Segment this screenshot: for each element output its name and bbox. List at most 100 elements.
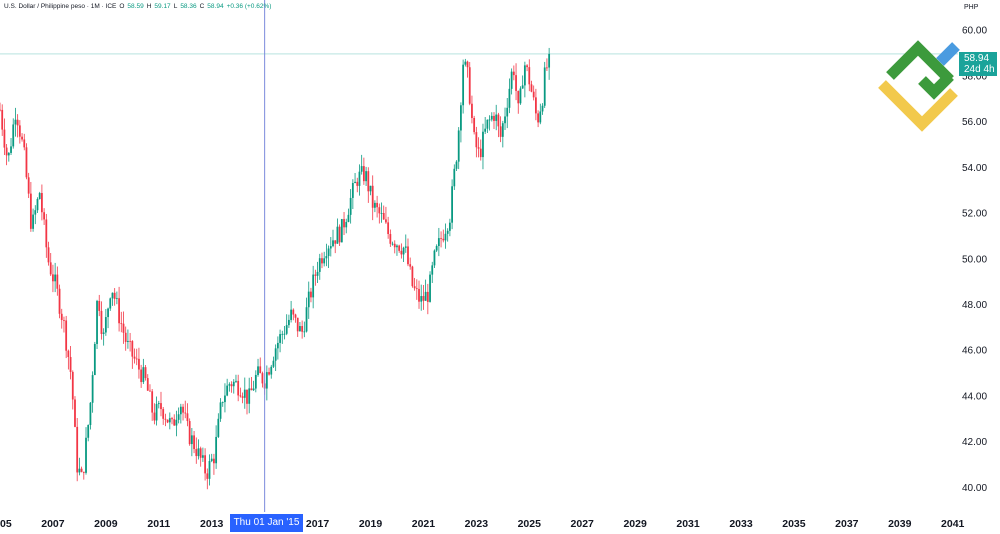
- candle-body: [228, 384, 231, 386]
- candle-body: [204, 455, 206, 474]
- candle-body: [65, 320, 68, 351]
- candle-body: [329, 246, 332, 249]
- candle-body: [398, 245, 401, 251]
- x-tick-label: 2039: [888, 518, 912, 530]
- candle-body: [479, 148, 482, 158]
- plot-area[interactable]: [0, 0, 958, 512]
- candle-body: [91, 375, 94, 403]
- candle-body: [18, 125, 21, 137]
- candle-body: [74, 399, 76, 427]
- candle-body: [190, 435, 193, 445]
- candle-body: [385, 219, 387, 223]
- candle-body: [215, 436, 218, 464]
- candle-body: [365, 171, 367, 182]
- candle-body: [534, 97, 537, 114]
- x-tick-label: 2023: [465, 518, 489, 530]
- candle-body: [435, 246, 438, 251]
- change-value: +0.36 (+0.62%): [226, 3, 272, 10]
- candle-body: [378, 207, 381, 214]
- candle-body: [446, 230, 449, 234]
- candle-body: [369, 185, 372, 192]
- x-tick-label: 2021: [412, 518, 436, 530]
- candle-body: [268, 372, 270, 375]
- candle-body: [457, 130, 460, 162]
- candle-body: [89, 402, 92, 426]
- candle-body: [318, 258, 321, 272]
- low-label: L: [173, 3, 178, 10]
- x-tick-label: 2019: [359, 518, 383, 530]
- candle-body: [349, 197, 352, 215]
- candle-body: [104, 317, 107, 333]
- candle-body: [473, 117, 476, 133]
- x-tick-label: 2011: [147, 518, 170, 530]
- candle-body: [367, 171, 370, 192]
- brand-logo: [878, 40, 960, 132]
- y-tick-label: 56.00: [962, 117, 987, 128]
- candle-body: [411, 266, 414, 287]
- candle-body: [546, 67, 548, 69]
- candle-body: [226, 385, 229, 396]
- time-axis[interactable]: 2005200720092011201320152017201920212023…: [0, 518, 965, 530]
- candle-body: [96, 300, 98, 344]
- candle-body: [160, 403, 162, 410]
- candle-body: [182, 406, 184, 413]
- candle-body: [548, 53, 551, 68]
- candle-body: [43, 212, 46, 220]
- x-tick-label: 2013: [200, 518, 224, 530]
- candle-body: [400, 250, 403, 255]
- y-tick-label: 52.00: [962, 209, 987, 220]
- candle-body: [76, 426, 79, 473]
- candle-body: [124, 332, 127, 342]
- candle-body: [440, 238, 442, 239]
- candle-body: [543, 67, 546, 106]
- price-axis[interactable]: 40.00 42.00 44.00 46.00 48.00 50.00 52.00 54.00…: [962, 26, 987, 494]
- candle-body: [36, 199, 39, 211]
- candle-body: [488, 119, 491, 121]
- candle-body: [345, 221, 348, 228]
- candle-body: [437, 238, 440, 247]
- candle-body: [140, 369, 143, 383]
- x-tick-label: 2031: [676, 518, 700, 530]
- candle-body: [418, 288, 420, 302]
- candle-body: [270, 366, 273, 375]
- candle-body: [307, 291, 310, 308]
- x-tick-label: 2037: [835, 518, 859, 530]
- candle-body: [426, 291, 429, 302]
- x-tick-label: 2025: [518, 518, 542, 530]
- candle-body: [98, 300, 101, 311]
- candle-body: [144, 367, 147, 379]
- candle-body: [497, 114, 500, 127]
- candle-body: [239, 395, 242, 397]
- candle-body: [274, 348, 277, 361]
- candle-body: [519, 88, 522, 104]
- candle-body: [508, 88, 511, 108]
- x-tick-label: 2007: [41, 518, 65, 530]
- candle-body: [424, 291, 427, 301]
- candle-body: [471, 103, 473, 118]
- candle-body: [338, 226, 341, 243]
- candle-body: [102, 332, 105, 334]
- candle-body: [60, 313, 63, 321]
- candle-body: [362, 166, 365, 182]
- candle-body: [199, 448, 202, 458]
- candle-body: [506, 107, 509, 117]
- candle-body: [21, 136, 23, 140]
- candle-body: [175, 419, 178, 426]
- candle-body: [512, 71, 515, 76]
- candle-body: [29, 193, 32, 229]
- candle-body: [201, 455, 204, 458]
- candle-body: [272, 360, 275, 367]
- candle-body: [530, 84, 533, 92]
- candle-body: [444, 233, 447, 241]
- candle-body: [38, 193, 41, 200]
- candle-body: [250, 388, 253, 391]
- candle-body: [254, 374, 257, 389]
- logo-green-tick: [918, 72, 954, 100]
- candle-body: [420, 296, 423, 302]
- candle-body: [69, 357, 72, 372]
- candle-body: [312, 274, 315, 298]
- y-tick-label: 54.00: [962, 163, 987, 174]
- y-tick-label: 50.00: [962, 254, 987, 265]
- candle-body: [241, 396, 244, 398]
